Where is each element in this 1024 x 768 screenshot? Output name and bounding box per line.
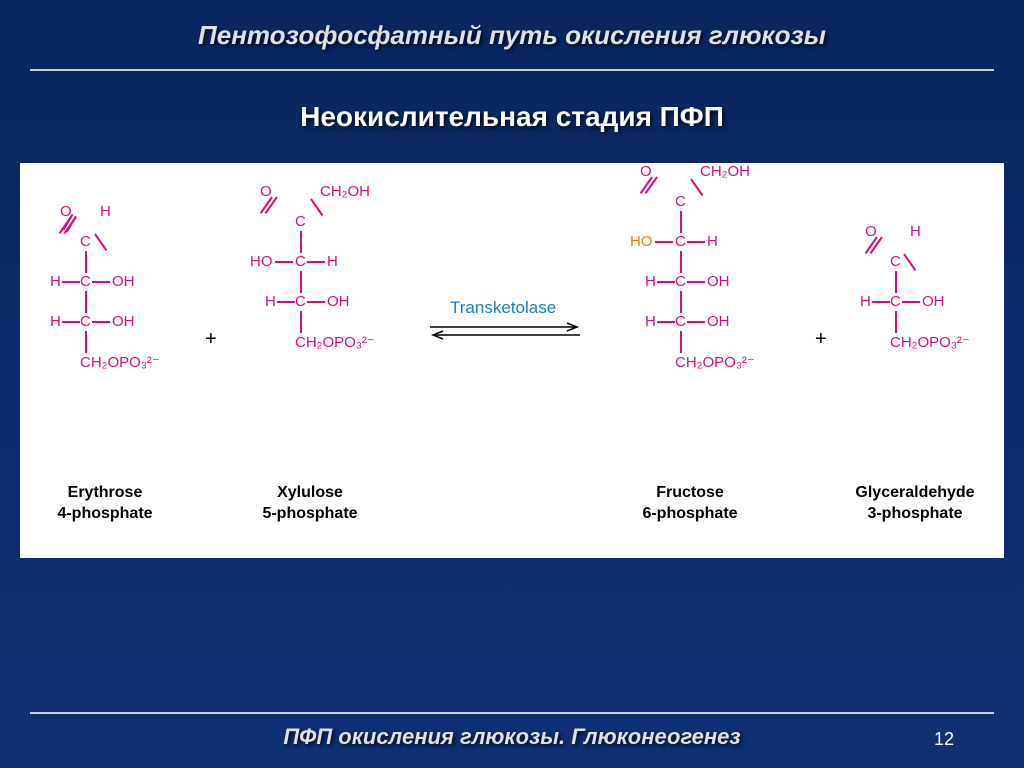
label-line1: Xylulose — [235, 483, 385, 504]
label-fructose: Fructose 6-phosphate — [610, 483, 770, 525]
atom-h: H — [860, 293, 871, 310]
atom-h: H — [645, 313, 656, 330]
atom-ch2oh: CH₂OH — [700, 163, 750, 180]
atom-h: H — [50, 313, 61, 330]
bond — [680, 291, 682, 313]
bond — [85, 331, 87, 353]
atom-ho: HO — [250, 253, 273, 270]
atom-h: H — [645, 273, 656, 290]
atom-oh: OH — [707, 273, 730, 290]
atom-oh: OH — [112, 313, 135, 330]
reaction-diagram: O C H H C OH H C OH CH₂OPO₃²⁻ + CH₂OH O — [20, 163, 1004, 558]
bond — [680, 211, 682, 233]
atom-h: H — [50, 273, 61, 290]
bond — [680, 251, 682, 273]
bond — [92, 321, 110, 323]
atom-h: H — [100, 203, 111, 220]
bond — [895, 311, 897, 333]
atom-c: C — [675, 273, 686, 290]
bond — [275, 261, 293, 263]
bond — [92, 281, 110, 283]
atom-oh: OH — [922, 293, 945, 310]
atom-ch2opo3: CH₂OPO₃²⁻ — [295, 333, 375, 351]
bond — [277, 301, 295, 303]
atom-h: H — [265, 293, 276, 310]
bond — [62, 321, 80, 323]
atom-ch2opo3: CH₂OPO₃²⁻ — [80, 353, 160, 371]
atom-ch2oh: CH₂OH — [320, 183, 370, 200]
bond — [62, 281, 80, 283]
footer-rule — [30, 712, 994, 714]
atom-c: C — [675, 193, 686, 210]
atom-oh: OH — [327, 293, 350, 310]
atom-ch2opo3: CH₂OPO₃²⁻ — [890, 333, 970, 351]
bond — [655, 241, 673, 243]
page-number: 12 — [934, 729, 954, 750]
bond — [680, 331, 682, 353]
bond — [85, 291, 87, 313]
label-line1: Glyceraldehyde — [835, 483, 995, 504]
atom-h: H — [707, 233, 718, 250]
bond — [300, 231, 302, 253]
bond — [895, 271, 897, 293]
bond-ch — [94, 233, 107, 251]
slide-footer: ПФП окисления глюкозы. Глюконеогенез — [0, 724, 1024, 750]
atom-oh: OH — [112, 273, 135, 290]
label-line2: 5-phosphate — [235, 504, 385, 525]
atom-c: C — [295, 293, 306, 310]
atom-h: H — [910, 223, 921, 240]
label-line1: Erythrose — [40, 483, 170, 504]
bond — [657, 281, 675, 283]
label-glyceraldehyde: Glyceraldehyde 3-phosphate — [835, 483, 995, 525]
slide-header: Пентозофосфатный путь окисления глюкозы — [0, 0, 1024, 61]
bond — [902, 301, 920, 303]
label-erythrose: Erythrose 4-phosphate — [40, 483, 170, 525]
label-line2: 4-phosphate — [40, 504, 170, 525]
atom-c: C — [675, 233, 686, 250]
bond — [300, 311, 302, 333]
bond — [307, 301, 325, 303]
slide-subtitle: Неокислительная стадия ПФП — [0, 101, 1024, 133]
header-rule — [30, 69, 994, 71]
bond — [687, 241, 705, 243]
bond — [690, 178, 703, 196]
plus-sign: + — [205, 328, 217, 351]
bond — [872, 301, 890, 303]
atom-c: C — [80, 273, 91, 290]
enzyme-label: Transketolase — [450, 298, 556, 318]
label-line1: Fructose — [610, 483, 770, 504]
label-line2: 6-phosphate — [610, 504, 770, 525]
bond — [657, 321, 675, 323]
label-line2: 3-phosphate — [835, 504, 995, 525]
bond — [687, 321, 705, 323]
atom-ch2opo3: CH₂OPO₃²⁻ — [675, 353, 755, 371]
atom-c: C — [80, 313, 91, 330]
slide-title: Пентозофосфатный путь окисления глюкозы — [0, 20, 1024, 51]
bond — [300, 271, 302, 293]
label-xylulose: Xylulose 5-phosphate — [235, 483, 385, 525]
bond — [307, 261, 325, 263]
atom-c: C — [80, 233, 91, 250]
atom-c: C — [295, 213, 306, 230]
atom-c: C — [890, 253, 901, 270]
atom-c: C — [890, 293, 901, 310]
plus-sign: + — [815, 328, 827, 351]
atom-ho-highlight: HO — [630, 233, 653, 250]
atom-oh: OH — [707, 313, 730, 330]
reaction-arrow — [425, 321, 585, 343]
atom-h: H — [327, 253, 338, 270]
atom-c: C — [675, 313, 686, 330]
bond — [903, 253, 916, 271]
bond — [687, 281, 705, 283]
atom-c: C — [295, 253, 306, 270]
bond — [85, 251, 87, 273]
bond — [310, 198, 323, 216]
